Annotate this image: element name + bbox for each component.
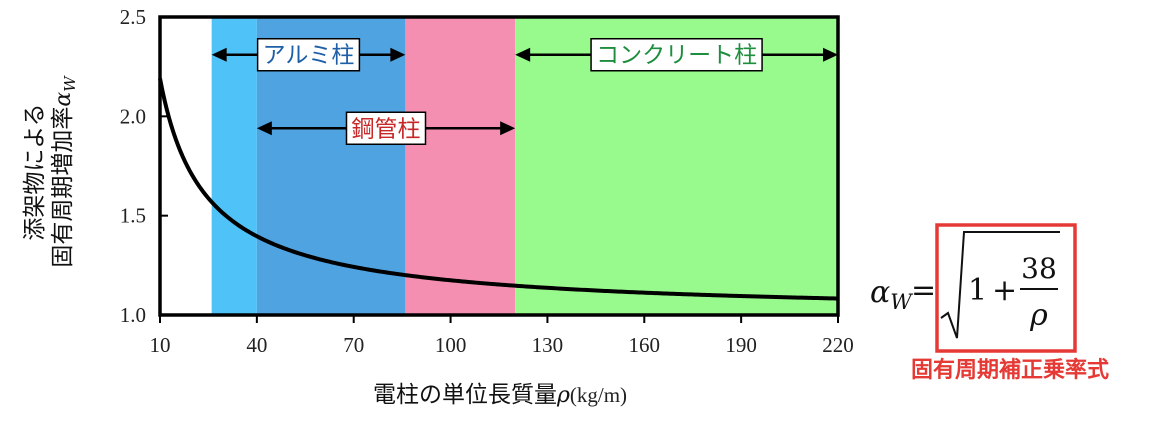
x-tick-label: 160 (629, 333, 661, 357)
x-tick-label: 130 (532, 333, 564, 357)
range-arrowhead-right (390, 47, 406, 62)
y-tick-label: 2.0 (120, 104, 146, 128)
x-tick-label: 220 (822, 333, 854, 357)
x-tick-label: 10 (150, 333, 171, 357)
range-label-3: コンクリート柱 (596, 43, 757, 69)
range-arrowhead-right (823, 47, 838, 62)
range-annotation-1: アルミ柱 (211, 37, 406, 72)
range-arrowhead-left (515, 47, 531, 62)
formula-plus: + (992, 273, 1017, 308)
formula: αW = 1 + 38 ρ 固有周期補正乗率式 (870, 223, 1109, 383)
region-band-3 (405, 17, 516, 315)
curve-layer (158, 78, 839, 301)
range-label-2: 鋼管柱 (352, 116, 421, 142)
formula-equals: = (911, 273, 936, 308)
y-axis-title-line2: 固有周期増加率αW (50, 75, 79, 268)
x-tick-label: 40 (246, 333, 267, 357)
formula-box (935, 223, 1077, 353)
y-tick-label: 1.0 (120, 303, 146, 327)
y-axis-ticks: 1.0 1.5 2.0 2.5 (120, 5, 168, 327)
range-label-box (345, 111, 427, 146)
formula-numerator: 38 (1021, 252, 1057, 285)
range-arrowhead-left (256, 121, 272, 136)
formula-radical (940, 231, 1060, 339)
formula-lhs: αW (870, 275, 914, 314)
x-tick-label: 70 (343, 333, 364, 357)
range-arrowhead-right (500, 121, 516, 136)
y-tick-label: 1.5 (120, 204, 146, 228)
region-band-1 (211, 17, 257, 315)
range-arrowhead-left (211, 47, 227, 62)
formula-caption: 固有周期補正乗率式 (911, 357, 1109, 383)
y-tick-label: 2.5 (120, 5, 146, 29)
range-annotation-2: 鋼管柱 (256, 111, 516, 146)
y-axis-title: 添架物による 固有周期増加率αW (22, 75, 79, 268)
range-label-box (256, 37, 361, 72)
range-label-1: アルミ柱 (263, 43, 355, 69)
formula-denominator: ρ (1029, 298, 1048, 333)
x-axis-ticks: 10 40 70 100 130 160 190 220 (150, 315, 854, 357)
y-axis-title-line1: 添架物による (22, 103, 48, 240)
range-label-box (590, 37, 763, 72)
series-line (158, 78, 839, 301)
range-annotation-3: コンクリート柱 (515, 37, 838, 72)
x-axis-title: 電柱の単位長質量ρ(kg/m) (373, 382, 627, 408)
x-tick-label: 190 (725, 333, 757, 357)
plot-frame (158, 15, 840, 317)
formula-one: 1 (968, 273, 987, 308)
x-tick-label: 100 (435, 333, 467, 357)
